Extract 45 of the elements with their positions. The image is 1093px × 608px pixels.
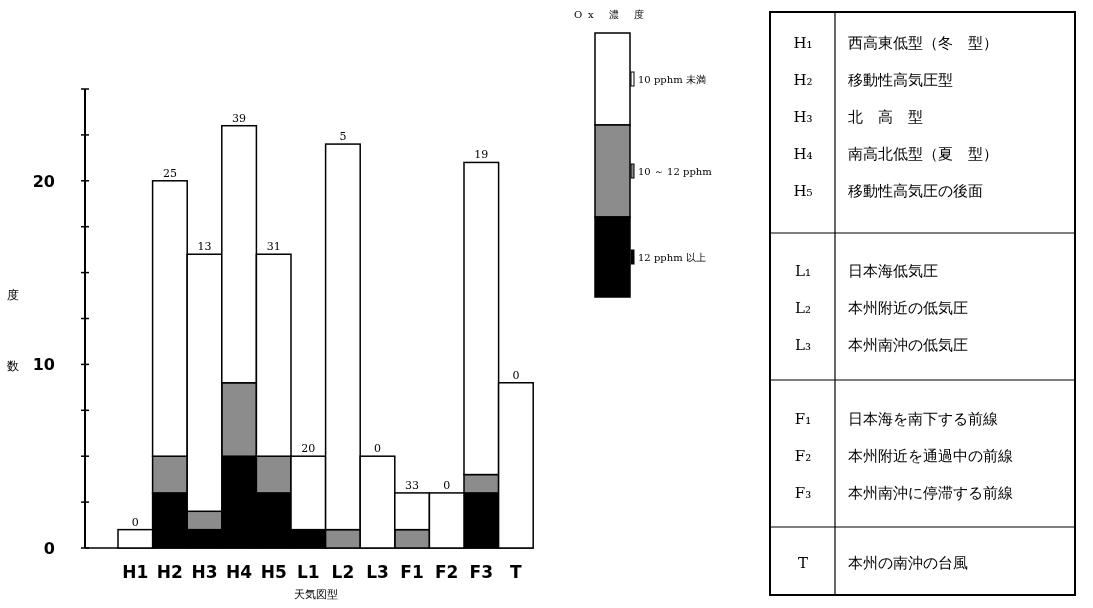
x-tick-label: T — [510, 562, 523, 582]
legend-label: 10 pphm 未満 — [638, 73, 706, 85]
annotation: 39 — [232, 111, 247, 125]
x-tick-label: F2 — [434, 562, 459, 582]
y-tick-label: 20 — [32, 171, 55, 191]
annotation: 5 — [339, 130, 347, 144]
legend-label: 10 ～ 12 pphm — [638, 165, 713, 177]
text: H₄ 南高北低型（夏 型） — [793, 145, 998, 163]
y-axis-title: 度数 — [6, 278, 20, 422]
annotation: 13 — [197, 240, 212, 254]
annotation: 0 — [443, 478, 451, 492]
x-tick-label: L3 — [366, 562, 389, 582]
x-tick-label: H5 — [260, 562, 287, 582]
text: F₂ 本州附近を通過中の前線 — [794, 447, 1013, 465]
text: L₂ 本州附近の低気圧 — [795, 299, 968, 317]
annotation: 25 — [162, 166, 177, 180]
text: F₃ 本州南沖に停滞する前線 — [794, 484, 1013, 502]
text: H₅ 移動性高気圧の後面 — [793, 182, 983, 200]
y-tick-label: 10 — [32, 355, 55, 375]
x-tick-label: H4 — [226, 562, 253, 582]
x-tick-label: L1 — [296, 562, 320, 582]
x-tick-label: L2 — [331, 562, 355, 582]
x-tick-label: H3 — [191, 562, 218, 582]
legend-label: 12 pphm 以上 — [638, 251, 706, 263]
text: H₂ 移動性高気圧型 — [793, 71, 953, 89]
annotation: 0 — [512, 368, 520, 382]
x-tick-label: F3 — [469, 562, 494, 582]
x-tick-label: H1 — [122, 562, 149, 582]
y-tick-label: 0 — [43, 539, 55, 558]
text: T 本州の南沖の台風 — [797, 554, 968, 572]
text: F₁ 日本海を南下する前線 — [794, 410, 998, 428]
legend-title: Ox 濃 度 — [573, 9, 651, 20]
annotation: 19 — [474, 148, 489, 162]
text: L₁ 日本海低気圧 — [795, 262, 938, 280]
x-tick-label: F1 — [400, 562, 424, 582]
annotation: 0 — [131, 515, 139, 529]
text: H₃ 北 高 型 — [793, 108, 923, 126]
x-tick-label: H2 — [156, 562, 183, 582]
text: H₁ 西高東低型（冬 型） — [793, 34, 998, 52]
x-axis-title: 天気図型 — [293, 588, 338, 601]
annotation: 33 — [405, 478, 420, 492]
annotation: 20 — [301, 442, 316, 456]
annotation: 0 — [374, 442, 381, 456]
annotation: 31 — [266, 240, 281, 254]
text: L₃ 本州南沖の低気圧 — [795, 336, 968, 354]
